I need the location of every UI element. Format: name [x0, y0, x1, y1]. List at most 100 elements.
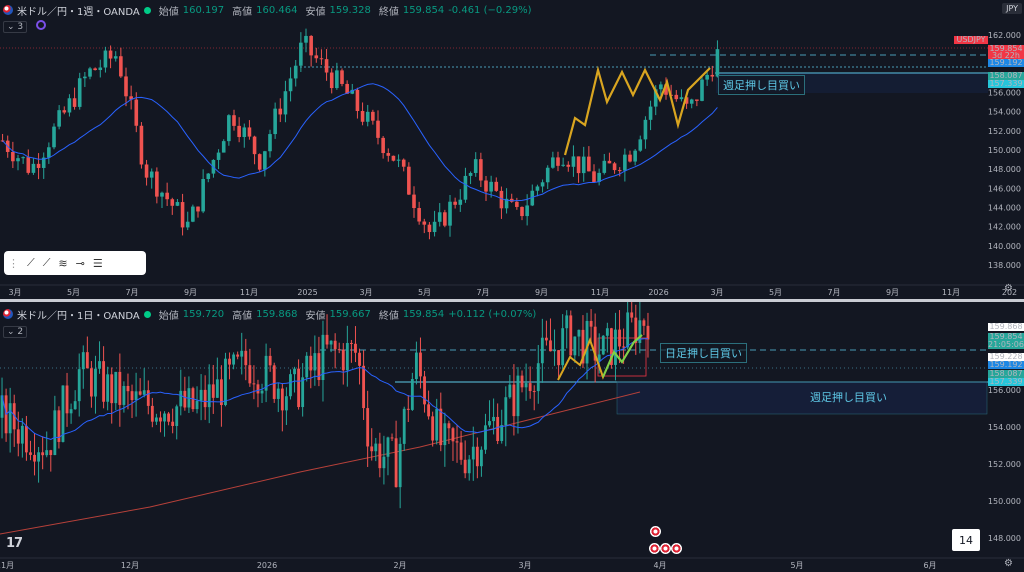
settings-gear-icon[interactable]: ⚙ — [1004, 558, 1013, 569]
parallel-channel-icon[interactable]: ☰ — [92, 256, 103, 270]
weekly-candle — [216, 152, 221, 160]
wave-pattern-line — [563, 65, 711, 156]
daily-candle — [8, 403, 12, 434]
daily-candle — [325, 334, 329, 345]
daily-candle — [382, 456, 386, 469]
daily-candle — [106, 374, 110, 402]
daily-candle — [240, 350, 244, 357]
daily-candle — [479, 449, 483, 467]
economic-event-icon[interactable] — [660, 543, 671, 554]
weekly-candle — [437, 212, 442, 222]
daily-candle — [419, 352, 422, 377]
price-tag — [988, 333, 1024, 341]
settings-gear-icon[interactable]: ⚙ — [1004, 283, 1013, 294]
daily-candle — [634, 317, 638, 343]
daily-candle — [565, 315, 569, 329]
close-key: 終値 — [378, 310, 399, 322]
weekly-candle — [381, 137, 385, 154]
weekly-candle — [93, 68, 97, 71]
economic-event-icon[interactable] — [650, 526, 661, 537]
daily-candle — [402, 408, 406, 444]
tradingview-logo-icon[interactable]: 17 — [6, 536, 23, 551]
price-axis-label: 140.000 — [988, 242, 1021, 251]
weekly-candle — [196, 206, 200, 212]
weekly-candle — [648, 106, 653, 120]
price-tag — [988, 72, 1024, 80]
daily-candle — [423, 376, 426, 405]
daily-candle — [20, 425, 24, 444]
pane-divider[interactable] — [0, 299, 1024, 302]
daily-candle — [248, 365, 252, 384]
low-key: 安値 — [305, 310, 326, 322]
weekly-ma-line — [2, 83, 718, 202]
change-value: +0.112 (+0.07%) — [448, 308, 537, 320]
weekly-candle — [617, 170, 622, 172]
economic-event-icon[interactable] — [649, 543, 660, 554]
horizontal-ray-icon[interactable]: ⊸ — [75, 256, 85, 270]
daily-candle — [297, 368, 301, 408]
weekly-candle — [103, 50, 108, 68]
time-axis-label: 11月 — [240, 288, 258, 297]
daily-candle — [130, 391, 134, 401]
time-axis-label: 5月 — [769, 288, 782, 297]
daily-candle — [362, 365, 366, 409]
high-value: 160.464 — [256, 4, 298, 16]
trend-line-icon[interactable]: ⟋ — [27, 256, 35, 269]
weekly-candle — [371, 111, 375, 121]
drag-handle-icon[interactable]: ⋮ — [8, 256, 19, 270]
daily-candle — [638, 320, 642, 343]
daily-candle — [410, 379, 414, 410]
indicator-counter[interactable]: ⌄ 2 — [3, 326, 28, 338]
time-axis-label: 202 — [1002, 288, 1017, 297]
weekly-candle — [633, 150, 637, 162]
close-value: 159.854 — [402, 308, 445, 320]
replay-icon[interactable] — [36, 20, 46, 30]
daily-candle — [337, 349, 341, 351]
weekly-chart-pane[interactable]: 162.000 156.000 154.000 152.000 150.000 148.0… — [0, 0, 1024, 300]
daily-candle — [601, 335, 605, 355]
daily-chart-canvas[interactable]: 156.000 154.000 152.000 150.000 148.000 159.8… — [0, 302, 1024, 572]
daily-pullback-annotation[interactable]: 日足押し目買い — [660, 343, 747, 363]
daily-candle — [89, 368, 93, 397]
daily-candle — [569, 315, 573, 356]
daily-candle — [581, 329, 585, 364]
weekly-candle — [72, 98, 77, 107]
price-tag-label: 159.868 — [989, 322, 1022, 331]
indicator-counter[interactable]: ⌄ 3 — [3, 21, 28, 33]
price-axis-label: 146.000 — [988, 184, 1021, 193]
time-axis-label: 3月 — [710, 288, 723, 297]
price-axis-label: 150.000 — [988, 497, 1021, 506]
weekly-candle — [67, 98, 72, 113]
ray-icon[interactable]: ⟋ — [42, 256, 51, 269]
daily-candle — [414, 352, 418, 380]
weekly-chart-canvas[interactable]: 162.000 156.000 154.000 152.000 150.000 148.0… — [0, 0, 1024, 300]
price-tag-label: 158.087 — [989, 369, 1022, 378]
daily-candle — [427, 404, 431, 417]
economic-event-icon[interactable] — [671, 543, 682, 554]
weekly-candle — [324, 59, 329, 73]
price-tag-label: 157.339 — [989, 377, 1022, 386]
fib-channel-icon[interactable]: ≋ — [58, 256, 68, 270]
currency-selector[interactable]: JPY — [1002, 3, 1022, 14]
weekly-candle — [484, 180, 488, 192]
weekly-pullback-annotation[interactable]: 週足押し目買い — [718, 75, 805, 95]
weekly-candle — [396, 159, 401, 161]
weekly-candle — [695, 99, 699, 101]
weekly-candle — [653, 89, 658, 107]
weekly-candle — [448, 201, 452, 226]
daily-candle — [98, 361, 101, 369]
daily-candle — [573, 336, 577, 356]
weekly-candle — [340, 70, 344, 84]
daily-candle — [122, 385, 126, 405]
weekly-candle — [206, 173, 211, 179]
weekly-candle — [664, 84, 668, 95]
daily-chart-pane[interactable]: 156.000 154.000 152.000 150.000 148.000 159.8… — [0, 302, 1024, 572]
weekly-candle — [263, 151, 267, 170]
weekly-pullback-annotation-daily[interactable]: 週足押し目買い — [810, 391, 887, 404]
weekly-candle — [108, 50, 113, 59]
daily-candle — [549, 340, 552, 352]
daily-candle — [500, 425, 504, 442]
weekly-candle — [144, 164, 149, 178]
daily-candle — [577, 329, 581, 337]
daily-ma-line — [1, 338, 648, 440]
